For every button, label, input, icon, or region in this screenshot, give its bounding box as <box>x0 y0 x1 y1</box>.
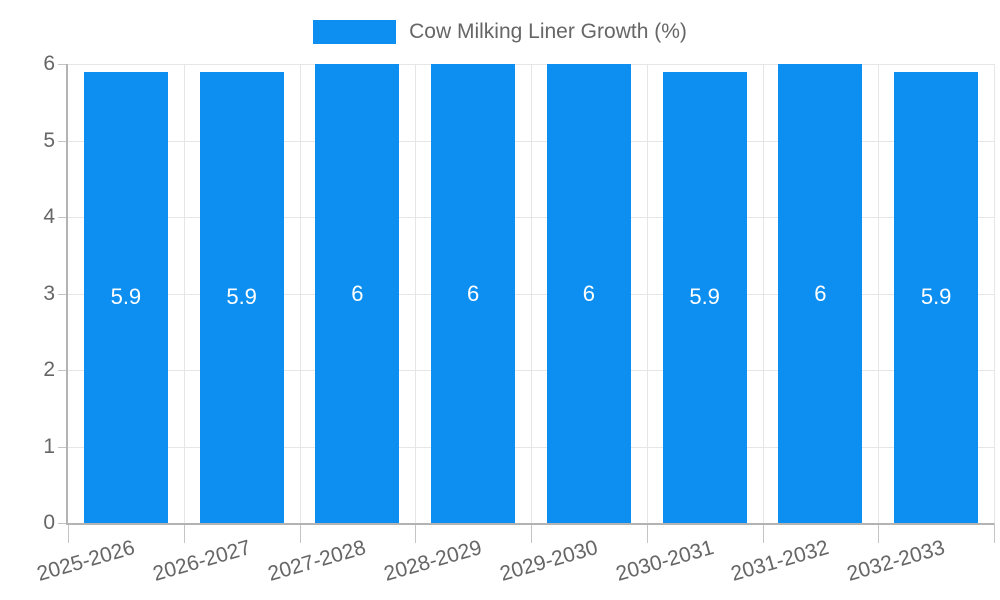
x-axis-tick <box>183 523 185 543</box>
bar[interactable]: 6 <box>315 64 400 523</box>
bar-value-label: 6 <box>351 280 364 306</box>
x-axis-tick <box>646 523 648 543</box>
y-axis-tick <box>58 370 68 371</box>
bar[interactable]: 5.9 <box>662 71 747 523</box>
y-axis-tick <box>58 64 68 65</box>
gridline-vertical <box>878 64 880 523</box>
bar-value-label: 6 <box>814 280 827 306</box>
bar-value-label: 6 <box>467 280 480 306</box>
y-axis-label: 5 <box>43 128 55 152</box>
x-axis-line <box>66 523 994 525</box>
x-axis-tick <box>878 523 880 543</box>
gridline-vertical <box>994 64 995 523</box>
gridline-vertical <box>415 64 417 523</box>
y-axis-label: 6 <box>43 52 55 75</box>
y-axis-tick <box>58 523 68 524</box>
x-axis-tick <box>762 523 764 543</box>
x-axis-tick <box>531 523 532 543</box>
bar-value-label: 5.9 <box>920 284 952 310</box>
bar[interactable]: 6 <box>431 64 516 523</box>
x-axis-tick <box>68 523 69 543</box>
bar[interactable]: 6 <box>546 64 631 523</box>
bar-value-label: 5.9 <box>110 284 142 310</box>
y-axis-label: 1 <box>43 434 55 458</box>
gridline-vertical <box>299 64 301 523</box>
y-axis-label: 0 <box>43 511 55 534</box>
bar[interactable]: 6 <box>778 64 863 523</box>
y-axis-label: 4 <box>43 205 55 228</box>
y-axis-label: 3 <box>43 281 55 305</box>
bar[interactable]: 5.9 <box>894 71 979 523</box>
y-axis-tick <box>58 217 68 218</box>
bar-value-label: 5.9 <box>226 284 257 310</box>
gridline-vertical <box>183 64 185 523</box>
y-axis-label: 2 <box>43 358 55 381</box>
x-axis-tick <box>415 523 417 543</box>
y-axis-tick <box>58 446 68 448</box>
y-axis-tick <box>58 293 68 295</box>
y-axis-tick <box>58 140 68 142</box>
y-axis-line <box>66 64 68 525</box>
legend-swatch[interactable] <box>313 20 397 44</box>
x-axis-tick <box>994 523 995 543</box>
chart-legend: Cow Milking Liner Growth (%) <box>0 20 1000 44</box>
x-axis-tick <box>299 523 301 543</box>
legend-label[interactable]: Cow Milking Liner Growth (%) <box>409 20 687 43</box>
bar-value-label: 6 <box>582 280 595 306</box>
gridline-vertical <box>646 64 648 523</box>
bar-value-label: 5.9 <box>689 284 720 310</box>
bar[interactable]: 5.9 <box>199 71 284 523</box>
bar[interactable]: 5.9 <box>83 71 168 523</box>
gridline-vertical <box>531 64 532 523</box>
gridline-vertical <box>762 64 764 523</box>
